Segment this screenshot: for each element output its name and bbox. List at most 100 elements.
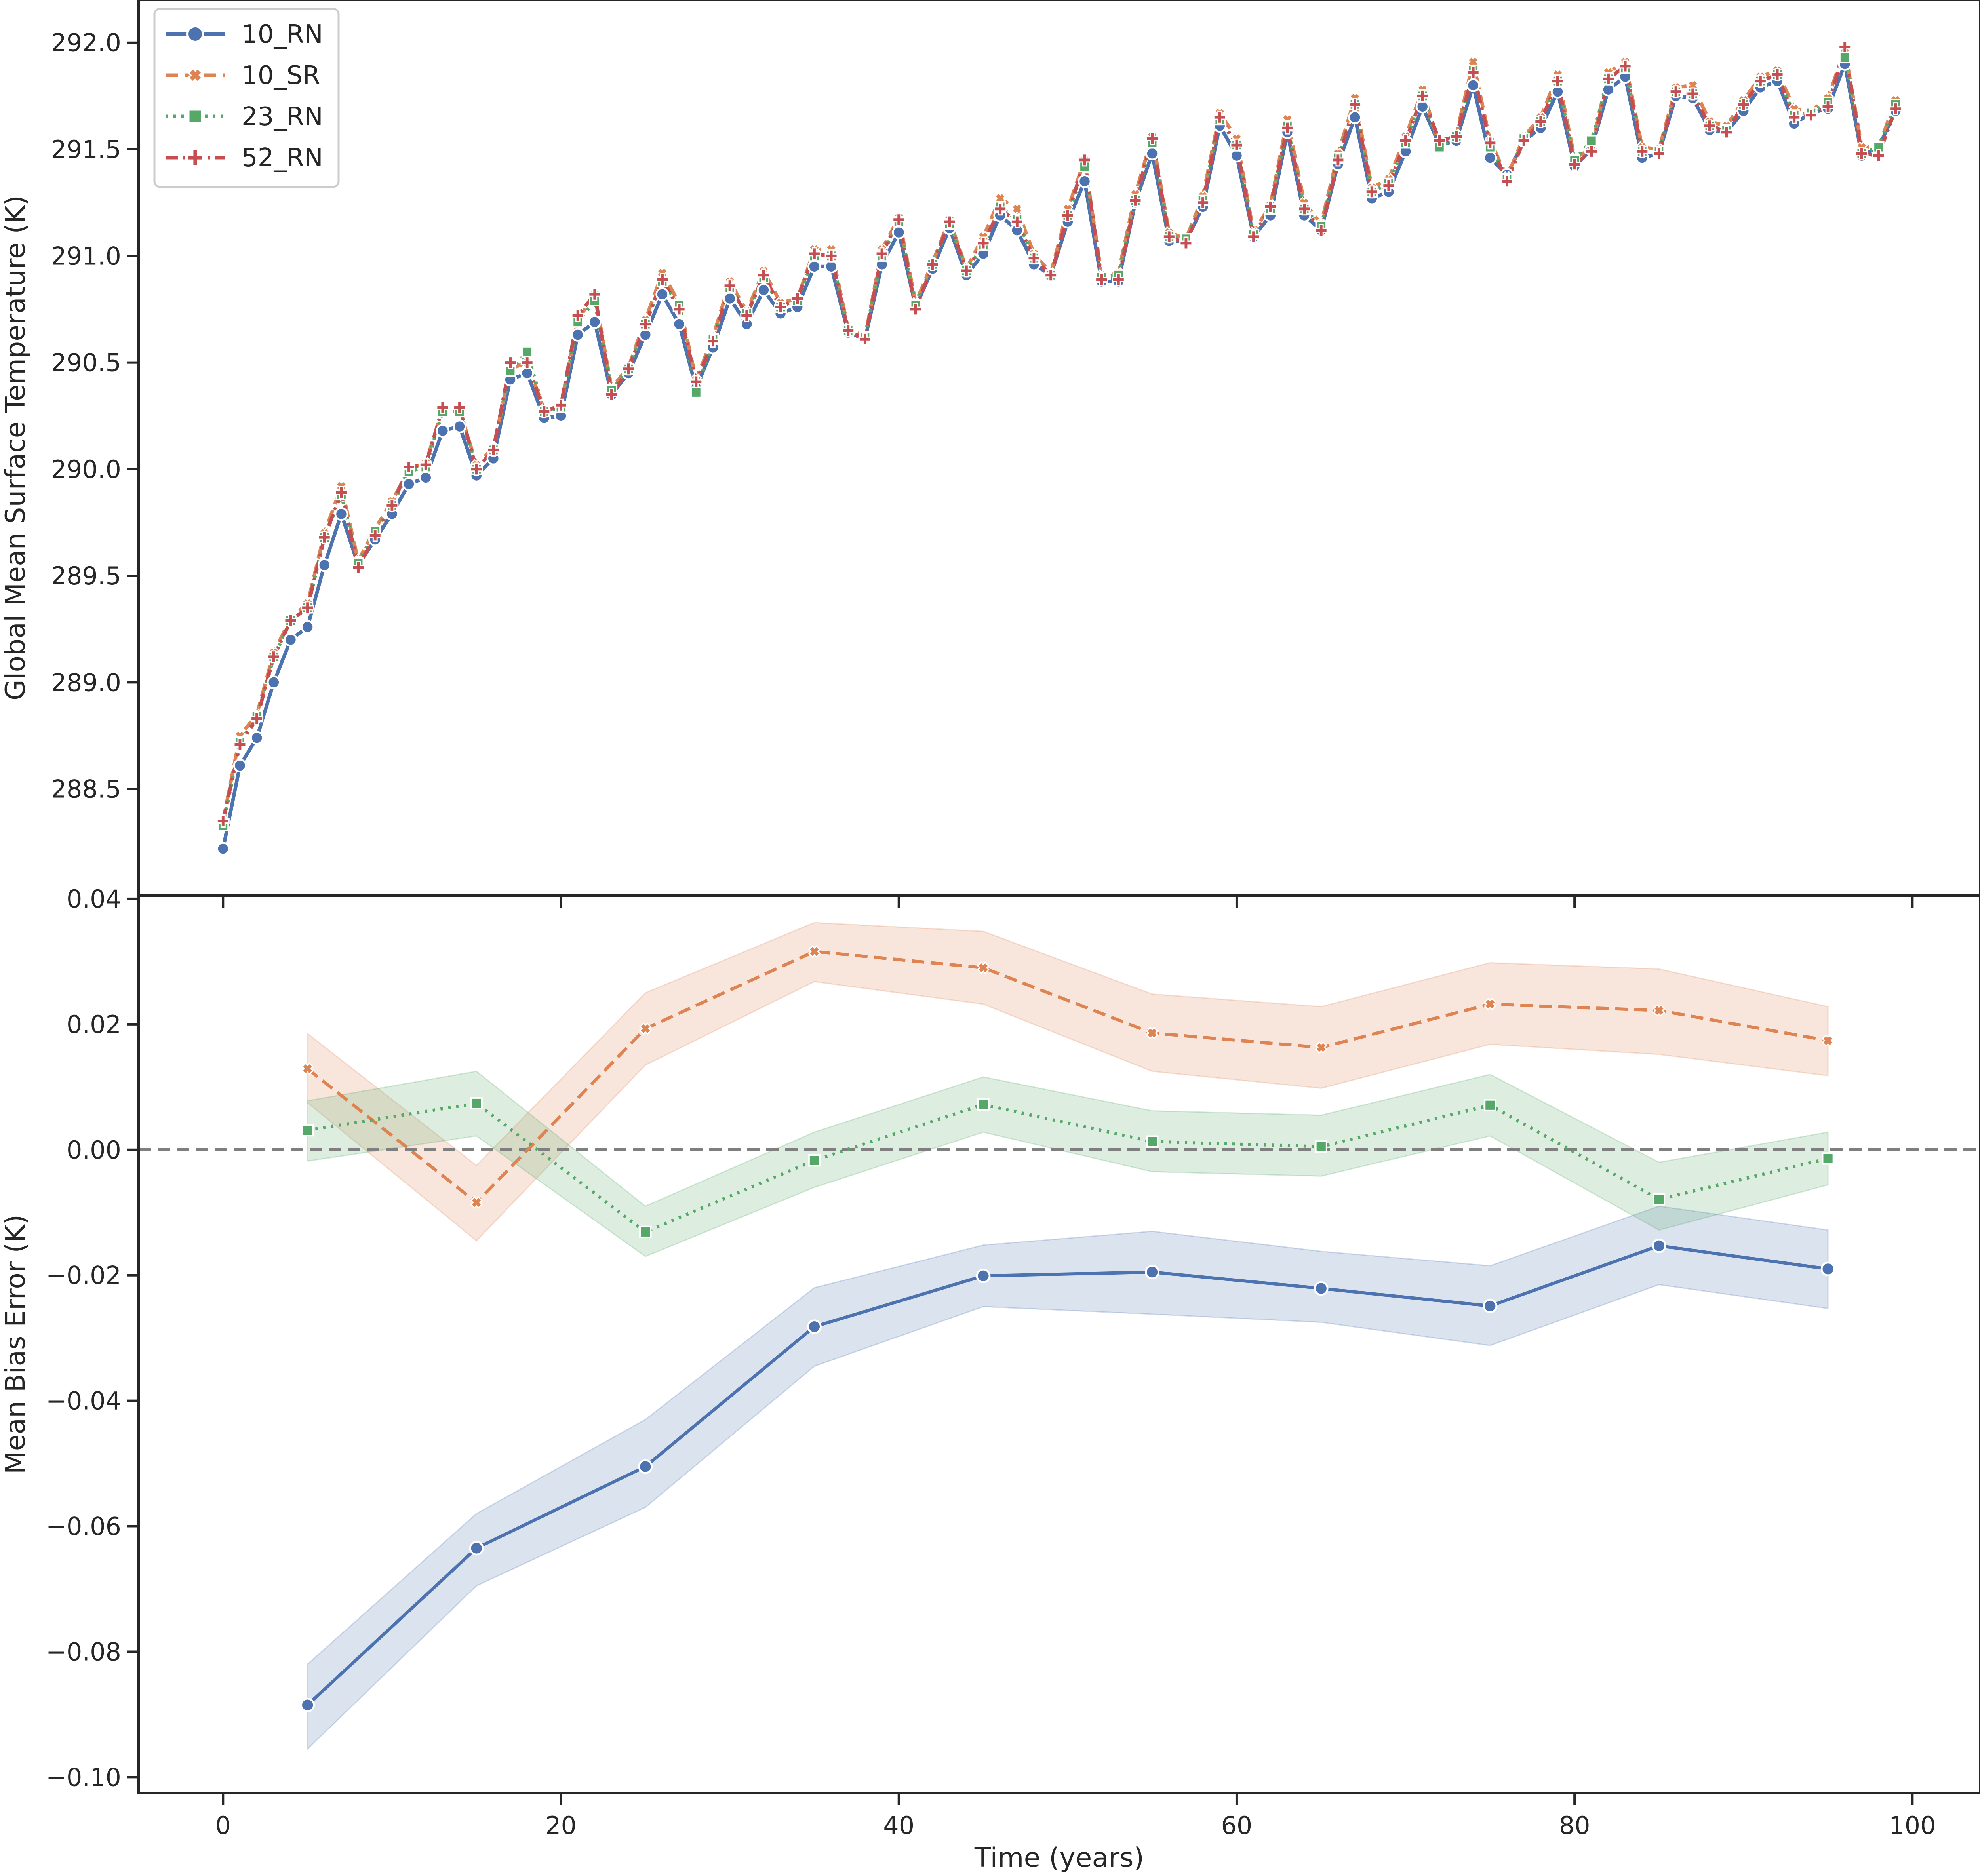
10_RN-point-3 [807, 1319, 822, 1334]
52_RN-point-90 [1737, 98, 1750, 111]
52_RN-point-32 [757, 268, 770, 282]
52_RN-point-68 [1365, 185, 1378, 199]
10_RN-point-35 [807, 259, 821, 274]
10_RN-point-0 [216, 842, 230, 856]
y-tick-label: −0.06 [46, 1512, 121, 1541]
10_RN-point-26 [655, 287, 669, 301]
legend-10_SR-point-legend [187, 67, 203, 83]
52_RN-point-19 [537, 405, 551, 418]
y-tick-label: 291.0 [51, 242, 122, 270]
52_RN-point-67 [1348, 98, 1362, 111]
52_RN-point-4 [284, 614, 297, 627]
10_SR-point-47 [1011, 203, 1023, 215]
52_RN-point-26 [655, 273, 669, 286]
y-tick-label: 290.5 [51, 348, 122, 377]
52_RN-point-3 [267, 650, 280, 664]
52_RN-point-15 [470, 462, 483, 476]
x-tick-label: 80 [1559, 1811, 1590, 1840]
23_RN-confidence-band [307, 1071, 1829, 1257]
y-tick-label: 0.02 [67, 1010, 121, 1039]
52_RN-point-34 [791, 292, 804, 305]
10_RN-point-6 [1314, 1281, 1329, 1296]
52_RN-point-59 [1213, 110, 1226, 124]
52_RN-point-70 [1399, 134, 1413, 147]
52_RN-point-33 [774, 301, 787, 314]
10_RN-series-line [306, 1244, 1828, 1707]
10_RN-series-line [221, 62, 1897, 849]
52_RN-point-29 [706, 335, 720, 348]
legend-10_RN-point-legend [186, 25, 204, 43]
52_RN-point-99 [1889, 102, 1902, 116]
y-tick-label: 289.5 [51, 561, 122, 590]
52_RN-point-84 [1635, 145, 1649, 158]
y-tick-label: −0.10 [46, 1763, 121, 1792]
52_RN-point-87 [1686, 87, 1700, 101]
10_RN-point-7 [1483, 1298, 1498, 1313]
52_RN-point-6 [318, 531, 331, 544]
x-tick-label: 40 [883, 1811, 914, 1840]
52_RN-point-18 [520, 356, 534, 369]
y-tick-label: 291.5 [51, 135, 122, 164]
52_RN-series-line [221, 45, 1897, 822]
x-tick-label: 60 [1221, 1811, 1252, 1840]
10_SR-point-3 [808, 945, 821, 958]
52_RN-point-28 [689, 375, 703, 388]
y-tick-label: −0.04 [46, 1387, 121, 1416]
23_RN-point-4 [977, 1098, 990, 1111]
52_RN-point-48 [1027, 251, 1041, 265]
23_RN-point-18 [521, 346, 533, 358]
x-tick-label: 0 [215, 1811, 231, 1840]
10_RN-point-2 [638, 1459, 653, 1474]
52_RN-point-80 [1568, 158, 1581, 171]
23_RN-point-28 [690, 386, 702, 398]
52_RN-point-39 [875, 247, 889, 261]
bottom-panel-markers [300, 945, 1835, 1712]
52_RN-point-43 [943, 215, 956, 228]
52_RN-point-73 [1450, 130, 1463, 143]
52_RN-point-69 [1382, 179, 1396, 192]
x-tick-label: 100 [1889, 1811, 1936, 1840]
52_RN-point-49 [1044, 268, 1058, 282]
52_RN-point-41 [909, 303, 922, 316]
y-tick-label: 290.0 [51, 455, 122, 484]
top-panel-lines [221, 45, 1897, 849]
23_RN-point-5 [1146, 1135, 1159, 1148]
23_RN-point-9 [1822, 1152, 1834, 1165]
legend-label-52_RN: 52_RN [242, 143, 323, 173]
52_RN-point-57 [1179, 236, 1193, 250]
10_RN-point-13 [436, 424, 450, 438]
52_RN-point-23 [605, 388, 618, 401]
x-tick-label: 20 [545, 1811, 577, 1840]
23_RN-point-6 [1315, 1140, 1327, 1153]
10_RN-point-21 [571, 328, 585, 342]
52_RN-point-85 [1652, 147, 1666, 160]
52_RN-point-12 [419, 458, 432, 472]
10_SR-point-4 [977, 961, 990, 974]
52_RN-point-92 [1771, 68, 1784, 81]
y-tick-label: 289.0 [51, 668, 122, 697]
23_RN-point-0 [301, 1124, 314, 1137]
52_RN-point-24 [622, 362, 635, 376]
52_RN-point-61 [1247, 230, 1260, 244]
10_SR-point-2 [639, 1022, 652, 1035]
52_RN-point-65 [1314, 224, 1328, 237]
y-tick-label: 0.00 [67, 1136, 121, 1164]
10_RN-point-22 [588, 315, 602, 329]
10_RN-point-8 [1652, 1238, 1666, 1253]
10_RN-point-74 [1466, 78, 1480, 92]
axes: 288.5 289.0 289.5 290.0 290.5 291.0 291.5 292.0… [46, 0, 1980, 1840]
52_RN-point-51 [1078, 153, 1091, 167]
legend-box [153, 8, 340, 188]
52_RN-point-78 [1534, 115, 1548, 128]
23_RN-point-7 [1484, 1099, 1496, 1111]
10_SR-point-46 [994, 192, 1006, 204]
52_RN-point-54 [1129, 194, 1142, 207]
52_RN-point-13 [436, 401, 449, 414]
10_SR-point-7 [1483, 998, 1496, 1011]
52_RN-point-40 [892, 213, 906, 226]
23_RN-point-8 [1653, 1193, 1666, 1206]
10_SR-point-8 [1653, 1004, 1666, 1017]
52_RN-point-96 [1838, 40, 1852, 53]
52_RN-point-93 [1788, 110, 1801, 124]
52_RN-point-75 [1483, 136, 1497, 150]
